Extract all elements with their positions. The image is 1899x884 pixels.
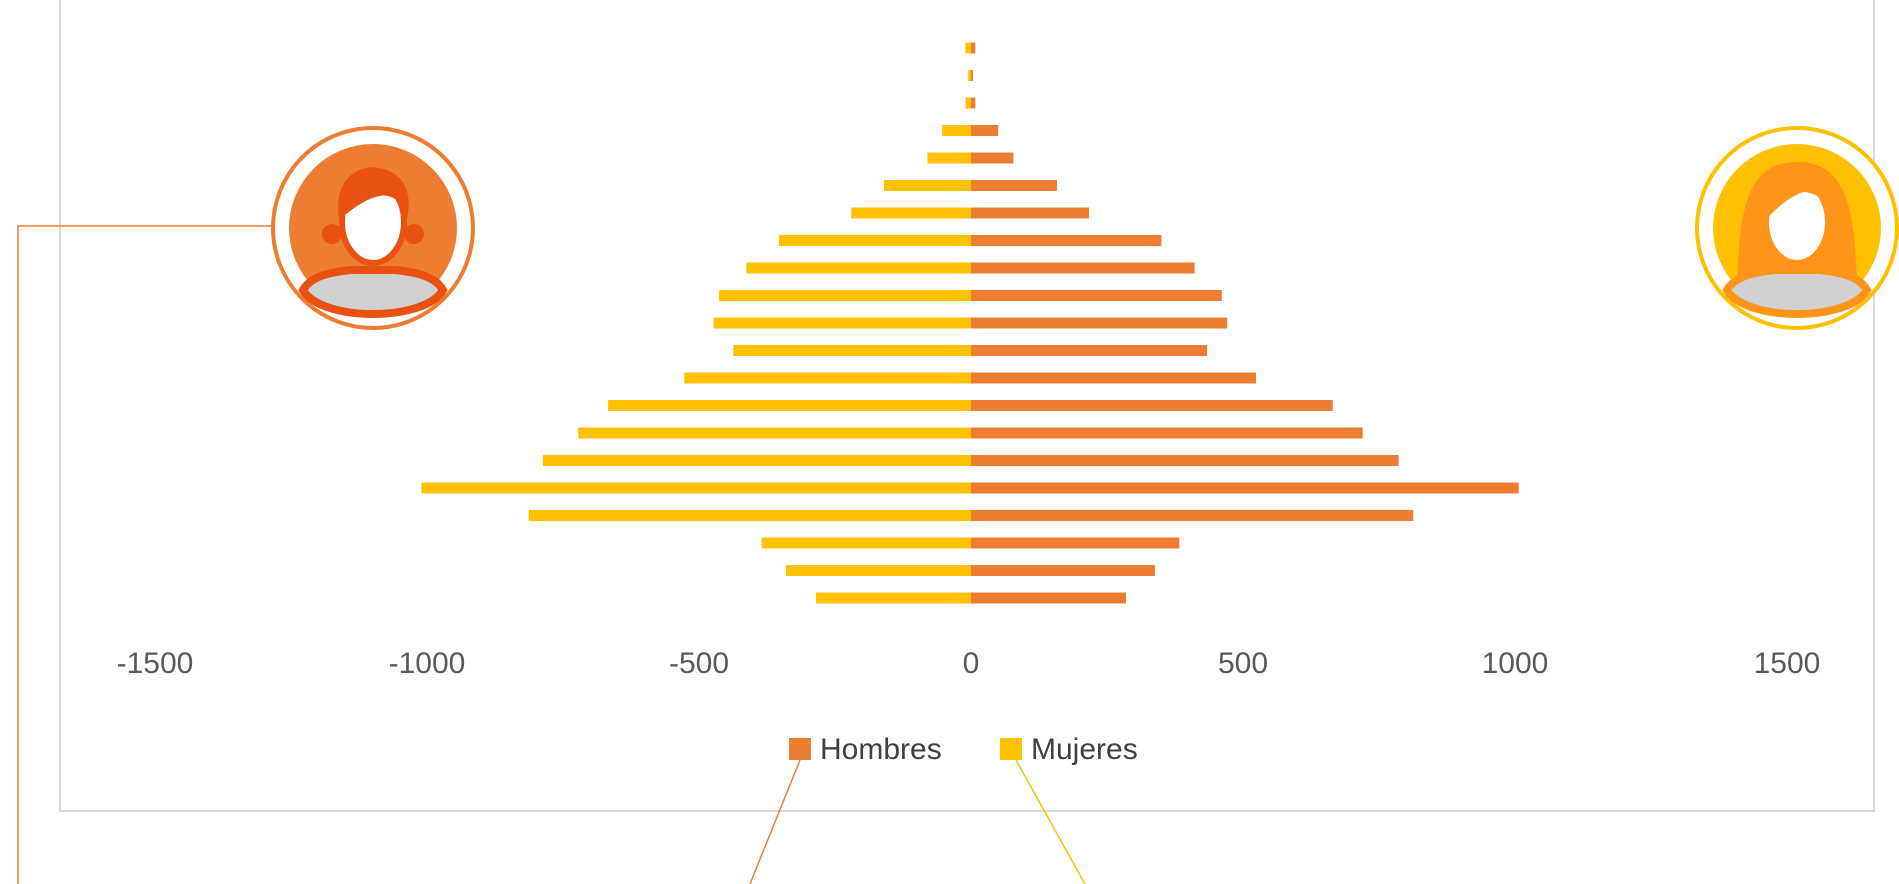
legend-swatch-hombres bbox=[789, 738, 811, 760]
x-tick-label: 1500 bbox=[1754, 647, 1821, 680]
male-avatar-icon bbox=[271, 126, 475, 330]
bar-mujeres-13 bbox=[778, 235, 971, 246]
bar-mujeres-11 bbox=[719, 290, 971, 301]
legend-swatch-mujeres bbox=[1000, 738, 1022, 760]
bar-hombres-13 bbox=[971, 235, 1162, 246]
bar-hombres-10 bbox=[971, 317, 1228, 329]
bar-hombres-1 bbox=[971, 565, 1155, 576]
bar-mujeres-12 bbox=[746, 262, 971, 274]
bar-mujeres-2 bbox=[761, 537, 971, 549]
bar-mujeres-4 bbox=[421, 482, 971, 494]
bar-mujeres-15 bbox=[883, 180, 971, 191]
bar-mujeres-18 bbox=[965, 97, 971, 109]
chart-area-border bbox=[59, 0, 1875, 812]
bar-hombres-7 bbox=[971, 400, 1333, 411]
bar-mujeres-1 bbox=[786, 565, 971, 576]
bar-hombres-15 bbox=[971, 180, 1057, 191]
bar-hombres-3 bbox=[971, 510, 1414, 521]
bar-mujeres-16 bbox=[927, 152, 971, 164]
bars-group bbox=[421, 42, 1519, 604]
bar-mujeres-19 bbox=[968, 70, 971, 81]
legend-label-hombres: Hombres bbox=[820, 733, 942, 766]
bar-hombres-9 bbox=[971, 345, 1208, 356]
mujeres-callout-line bbox=[1015, 759, 1086, 884]
x-tick-label: -1500 bbox=[117, 647, 194, 680]
bar-mujeres-0 bbox=[815, 592, 971, 604]
legend[interactable]: Hombres Mujeres bbox=[789, 733, 1138, 766]
x-tick-label: -500 bbox=[669, 647, 729, 680]
x-tick-label: 500 bbox=[1218, 647, 1268, 680]
bar-mujeres-7 bbox=[608, 400, 971, 411]
x-tick-label: 0 bbox=[963, 647, 980, 680]
male-callout-line bbox=[17, 225, 275, 884]
bar-mujeres-8 bbox=[684, 372, 971, 384]
x-axis-tick-labels: -1500 -1000 -500 0 500 1000 1500 bbox=[117, 647, 1821, 680]
bar-hombres-0 bbox=[971, 592, 1127, 604]
bar-hombres-19 bbox=[971, 70, 973, 81]
bar-hombres-5 bbox=[971, 455, 1399, 466]
bar-mujeres-6 bbox=[578, 427, 971, 439]
bar-hombres-14 bbox=[971, 207, 1090, 219]
bar-hombres-8 bbox=[971, 372, 1257, 384]
bar-hombres-12 bbox=[971, 262, 1195, 274]
bar-hombres-2 bbox=[971, 537, 1180, 549]
female-avatar-icon bbox=[1695, 126, 1899, 330]
bar-hombres-18 bbox=[971, 97, 976, 109]
bar-mujeres-9 bbox=[733, 345, 971, 356]
x-tick-label: 1000 bbox=[1482, 647, 1549, 680]
bar-mujeres-17 bbox=[942, 125, 971, 136]
bar-hombres-4 bbox=[971, 482, 1519, 494]
bar-hombres-6 bbox=[971, 427, 1363, 439]
x-tick-label: -1000 bbox=[389, 647, 466, 680]
bar-hombres-16 bbox=[971, 152, 1014, 164]
bar-hombres-20 bbox=[971, 42, 976, 54]
bar-mujeres-3 bbox=[528, 510, 971, 521]
bar-hombres-17 bbox=[971, 125, 999, 136]
bar-mujeres-20 bbox=[965, 42, 971, 54]
bar-hombres-11 bbox=[971, 290, 1222, 301]
bar-mujeres-10 bbox=[713, 317, 971, 329]
bar-mujeres-5 bbox=[542, 455, 971, 466]
bar-mujeres-14 bbox=[851, 207, 971, 219]
legend-label-mujeres: Mujeres bbox=[1031, 733, 1138, 766]
hombres-callout-line bbox=[749, 759, 801, 884]
